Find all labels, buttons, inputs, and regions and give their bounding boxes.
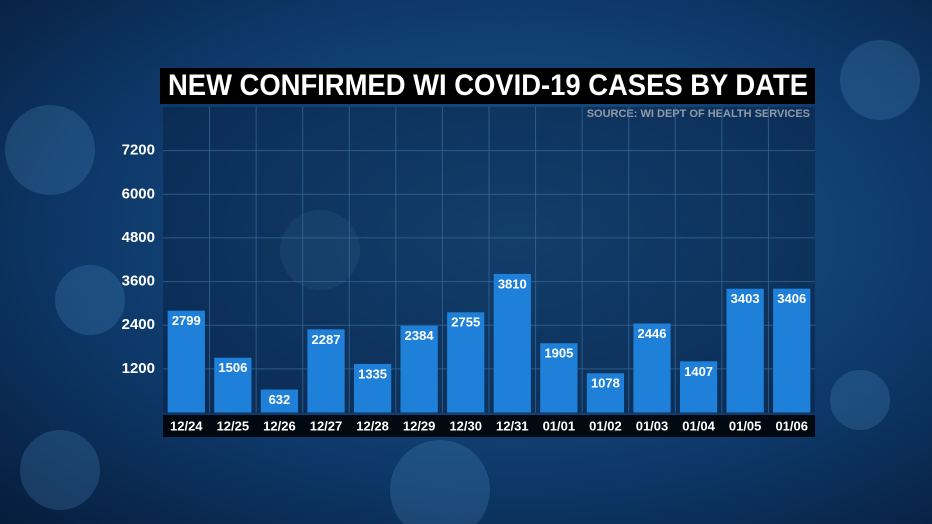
- virus-decoration: [5, 40, 920, 524]
- value-label: 1506: [218, 360, 247, 375]
- y-tick-label: 7200: [122, 142, 155, 159]
- x-tick-label: 12/26: [263, 418, 296, 433]
- x-tick-label: 01/03: [636, 418, 669, 433]
- value-label: 2287: [312, 332, 341, 347]
- x-tick-label: 12/28: [356, 418, 389, 433]
- bar: [633, 323, 671, 413]
- x-tick-label: 12/31: [496, 418, 529, 433]
- value-label: 3406: [777, 291, 806, 306]
- x-tick-label: 01/01: [543, 418, 576, 433]
- y-tick-label: 1200: [122, 360, 155, 377]
- y-tick-label: 6000: [122, 185, 155, 202]
- bar: [214, 357, 252, 413]
- bar: [447, 312, 485, 413]
- chart-title: NEW CONFIRMED WI COVID-19 CASES BY DATE: [168, 69, 808, 102]
- bar: [540, 343, 578, 413]
- value-label: 1078: [591, 376, 620, 391]
- bar: [493, 273, 531, 413]
- value-label: 2446: [638, 326, 667, 341]
- value-label: 1335: [358, 366, 387, 381]
- value-label: 3403: [731, 291, 760, 306]
- bar: [679, 361, 718, 413]
- x-axis-strip: [163, 415, 815, 437]
- x-tick-label: 12/27: [310, 418, 343, 433]
- value-label: 2755: [451, 315, 480, 330]
- bar: [773, 288, 811, 413]
- value-label: 2384: [405, 328, 435, 343]
- y-tick-label: 3600: [122, 273, 155, 290]
- bar: [353, 363, 392, 413]
- x-tick-label: 12/29: [403, 418, 436, 433]
- bar: [260, 389, 299, 413]
- bar: [726, 288, 764, 413]
- x-tick-label: 12/25: [217, 418, 250, 433]
- x-tick-label: 12/30: [449, 418, 482, 433]
- y-tick-label: 2400: [122, 316, 155, 333]
- chart-subtitle: SOURCE: WI DEPT OF HEALTH SERVICES: [587, 108, 810, 120]
- title-bar: [160, 68, 815, 104]
- x-tick-label: 12/24: [170, 418, 203, 433]
- value-label: 3810: [498, 276, 527, 291]
- x-tick-label: 01/05: [729, 418, 762, 433]
- bar: [586, 373, 625, 413]
- value-label: 632: [269, 392, 291, 407]
- x-tick-label: 01/04: [682, 418, 715, 433]
- x-tick-label: 01/06: [775, 418, 808, 433]
- x-tick-label: 01/02: [589, 418, 622, 433]
- value-label: 2799: [172, 313, 201, 328]
- bar: [400, 325, 438, 413]
- value-label: 1905: [544, 346, 573, 361]
- y-tick-label: 4800: [122, 229, 155, 246]
- value-label: 1407: [684, 364, 713, 379]
- bar: [167, 310, 205, 413]
- bar: [307, 329, 345, 413]
